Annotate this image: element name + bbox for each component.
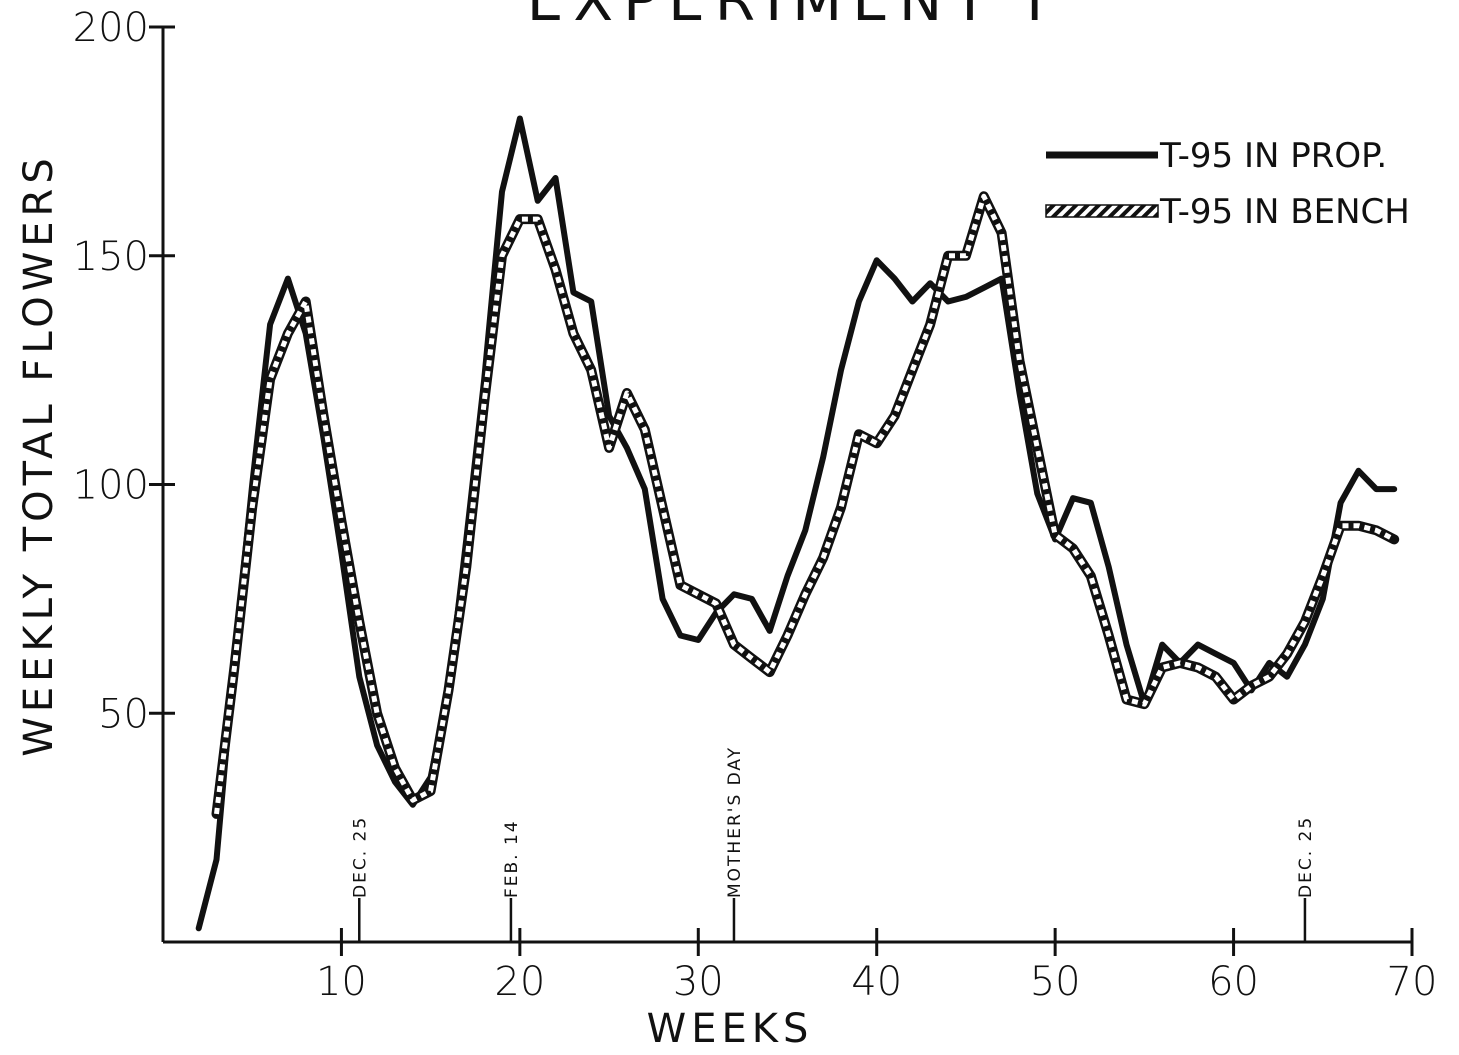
series-line-bench-hatch — [214, 193, 1396, 815]
y-tick-label: 50 — [98, 691, 149, 737]
x-tick-label: 60 — [1208, 959, 1259, 1005]
date-annotations: DEC. 25 FEB. 14 MOTHER'S DAY DEC. 25 — [350, 746, 1316, 942]
x-tick-label: 20 — [494, 959, 545, 1005]
x-tick-label: 10 — [316, 959, 367, 1005]
chart-title: EXPERIMENT I — [527, 0, 1053, 34]
axes: 10 20 30 40 50 60 70 50 100 150 200 — [73, 5, 1438, 1005]
x-tick-label: 50 — [1030, 959, 1081, 1005]
series-line-bench-outline — [211, 191, 1400, 819]
annotation-label: MOTHER'S DAY — [725, 746, 745, 898]
legend-swatch-bench — [1045, 204, 1159, 218]
y-tick-label: 100 — [73, 463, 149, 509]
legend-label: T-95 IN PROP. — [1159, 136, 1387, 176]
x-tick-label: 30 — [673, 959, 724, 1005]
annotation-label: DEC. 25 — [350, 816, 370, 898]
annotation-label: DEC. 25 — [1296, 816, 1316, 898]
series-layer — [195, 115, 1400, 932]
x-tick-label: 40 — [851, 959, 902, 1005]
legend: T-95 IN PROP. T-95 IN BENCH — [1045, 136, 1410, 232]
y-axis-label: WEEKLY TOTAL FLOWERS — [16, 153, 62, 756]
y-tick-label: 200 — [73, 5, 149, 51]
x-axis-label: WEEKS — [647, 1006, 814, 1052]
x-tick-label: 70 — [1387, 959, 1438, 1005]
series-line-prop — [195, 115, 1398, 932]
legend-label: T-95 IN BENCH — [1159, 192, 1410, 232]
y-tick-label: 150 — [73, 234, 149, 280]
annotation-label: FEB. 14 — [502, 819, 522, 898]
